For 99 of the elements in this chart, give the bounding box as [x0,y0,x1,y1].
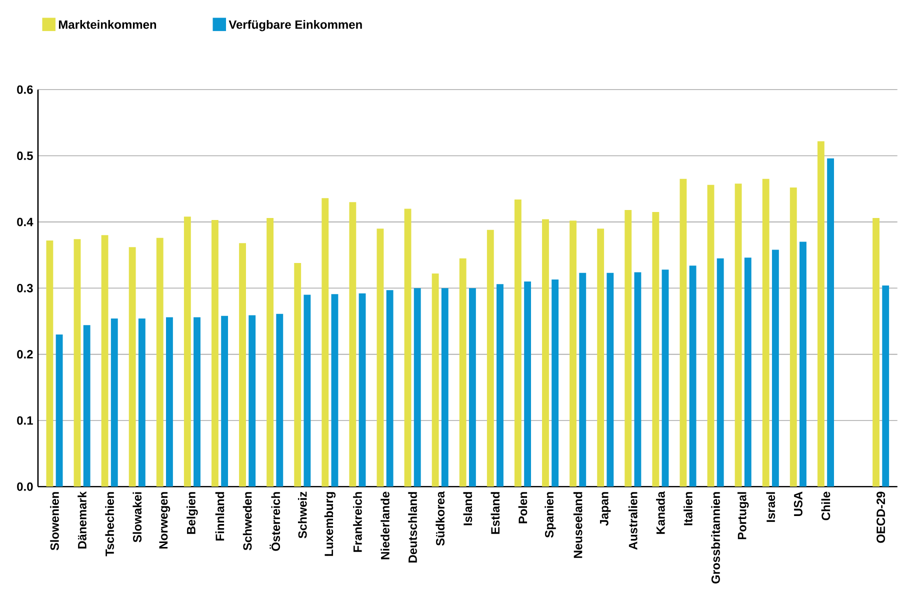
bar [166,317,173,487]
x-tick-label: Slowakei [132,492,142,543]
bar [46,240,54,487]
bar [634,272,642,487]
x-tick-label: Island [463,492,472,526]
x-tick-label: Polen [518,492,528,524]
x-tick-label: Luxemburg [324,492,336,556]
bar [689,266,696,487]
bar [74,239,81,487]
bar [597,228,604,487]
legend-label: Verfügbare Einkommen [228,20,362,32]
x-tick-label: Portugal [737,492,749,540]
bar [800,242,806,487]
bar [680,179,687,487]
y-tick-label: 0.3 [17,284,33,293]
bar [496,284,504,487]
x-tick-label: Japan [600,492,611,526]
bar [184,216,191,487]
bar [459,258,466,487]
bar [762,179,770,487]
bar [872,218,880,487]
x-tick-label: Deutschland [408,492,417,563]
y-tick-label: 0.6 [17,86,33,94]
bar [322,198,329,487]
legend-label: Markteinkommen [58,20,156,30]
bar [194,317,200,487]
x-tick-label: Südkorea [436,491,445,546]
x-tick-label: Slowenien [50,492,59,551]
x-tick-label: Österreich [270,492,280,552]
x-tick-label: Grossbritannien [711,492,720,584]
x-tick-label: USA [794,492,802,516]
bar [239,243,246,487]
x-tick-label: Norwegen [159,492,170,549]
y-tick-label: 0.5 [17,152,33,160]
bar [772,250,779,487]
x-tick-label: Niederlande [380,492,390,560]
y-tick-label: 0.1 [17,416,33,425]
bar [248,315,256,487]
bar [358,294,366,487]
bar [542,220,549,487]
x-tick-label: Dänemark [78,492,86,549]
bar [276,314,284,487]
bar [349,202,356,487]
bar [817,141,824,487]
bar [110,318,118,487]
x-tick-label: Estland [490,492,500,534]
bar [734,184,742,487]
bar [441,288,448,487]
x-tick-label: Australien [628,492,638,550]
y-tick-label: 0.4 [17,218,34,226]
bar [138,318,146,487]
bar [606,273,614,487]
bar [744,258,752,487]
bar [468,288,476,487]
bar [882,286,890,487]
x-tick-label: Chile [821,492,830,520]
bar [486,230,494,487]
bar [266,218,274,487]
bar [790,188,797,487]
bar [524,282,532,487]
x-tick-label: Schweden [242,492,252,551]
bar [652,212,660,487]
x-tick-label: Kanada [656,491,665,534]
bar [662,270,669,487]
bar [101,235,108,487]
y-tick-label: 0.0 [17,482,33,492]
bar [707,185,714,487]
bar [221,316,228,487]
x-tick-label: Tschechien [105,492,114,557]
x-tick-label: Schweiz [298,492,307,539]
x-tick-label: Neuseeland [573,492,582,558]
bar [212,220,218,487]
x-tick-label: Frankreich [353,492,362,552]
x-tick-label: Spanien [544,492,556,538]
bar [514,200,522,487]
bar [579,273,586,487]
bar [716,258,724,487]
bar [552,280,559,487]
bar [56,334,63,487]
bar [570,220,577,487]
x-tick-label: Belgien [186,492,198,534]
bar [128,247,136,487]
bar [386,290,394,487]
bar [624,210,632,487]
y-tick-label: 0.2 [17,350,33,359]
bar [156,238,164,487]
bar [376,228,384,487]
bar [294,263,302,487]
bar [414,288,421,487]
bar [304,294,311,487]
bar [827,158,834,487]
bar [83,325,90,487]
bar [432,274,439,487]
bar [404,208,412,487]
x-tick-label: Israel [766,492,776,522]
x-tick-label: Italien [684,492,692,526]
bar [331,294,338,487]
x-tick-label: Finnland [215,492,224,541]
x-tick-label: OECD-29 [876,492,886,544]
